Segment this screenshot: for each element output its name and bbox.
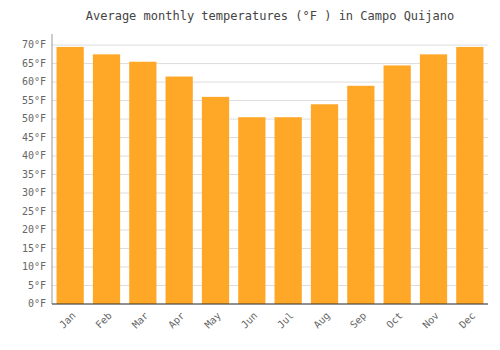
bar bbox=[456, 47, 483, 304]
grid bbox=[52, 45, 488, 304]
y-axis: 0°F 5°F 10°F 15°F 20°F 25°F 30°F 35°F 40°F 45°F 50… bbox=[22, 34, 52, 309]
x-tick-label: Nov bbox=[420, 310, 441, 331]
x-tick-label: May bbox=[202, 310, 223, 331]
y-tick-label: 40°F bbox=[22, 150, 46, 161]
y-tick-label: 45°F bbox=[22, 132, 46, 143]
x-tick-label: Mar bbox=[130, 310, 151, 331]
y-tick-label: 25°F bbox=[22, 206, 46, 217]
bar bbox=[166, 77, 193, 304]
x-tick-label: Feb bbox=[93, 310, 114, 331]
x-tick-label: Jun bbox=[239, 310, 260, 331]
y-tick-label: 30°F bbox=[22, 187, 46, 198]
bar bbox=[129, 62, 156, 304]
bar bbox=[311, 104, 338, 304]
y-axis-line bbox=[52, 34, 53, 304]
bar bbox=[202, 97, 229, 304]
y-tick-label: 0°F bbox=[28, 298, 46, 309]
y-tick-label: 55°F bbox=[22, 95, 46, 106]
x-tick-label: Jan bbox=[57, 310, 78, 331]
chart-title: Average monthly temperatures (°F ) in Ca… bbox=[86, 9, 454, 23]
x-tick-label: Apr bbox=[166, 310, 187, 331]
x-tick-label: Jul bbox=[275, 310, 296, 331]
bar bbox=[93, 54, 120, 304]
bars bbox=[57, 47, 484, 304]
y-tick-label: 60°F bbox=[22, 76, 46, 87]
y-tick-label: 15°F bbox=[22, 243, 46, 254]
x-axis: Jan Feb Mar Apr May Jun Jul Aug Sep Oct Nov Dec bbox=[52, 304, 488, 330]
y-tick-label: 5°F bbox=[28, 280, 46, 291]
bar bbox=[275, 117, 302, 304]
y-tick-label: 20°F bbox=[22, 224, 46, 235]
bar bbox=[384, 65, 411, 304]
x-tick-label: Aug bbox=[311, 310, 332, 331]
bar bbox=[420, 54, 447, 304]
x-tick-label: Dec bbox=[457, 310, 478, 331]
y-tick-label: 10°F bbox=[22, 261, 46, 272]
x-tick-label: Oct bbox=[384, 310, 405, 331]
bar bbox=[238, 117, 265, 304]
y-tick-label: 35°F bbox=[22, 169, 46, 180]
grid-line bbox=[52, 304, 488, 305]
x-tick-label: Sep bbox=[348, 310, 369, 331]
x-axis-line bbox=[52, 304, 488, 305]
bar bbox=[57, 47, 84, 304]
y-tick-label: 70°F bbox=[22, 39, 46, 50]
y-tick-label: 50°F bbox=[22, 113, 46, 124]
y-tick-label: 65°F bbox=[22, 58, 46, 69]
bar bbox=[347, 86, 374, 304]
chart-container: Average monthly temperatures (°F ) in Ca… bbox=[0, 0, 500, 350]
chart-svg: Average monthly temperatures (°F ) in Ca… bbox=[0, 0, 500, 350]
grid-line bbox=[52, 45, 488, 46]
